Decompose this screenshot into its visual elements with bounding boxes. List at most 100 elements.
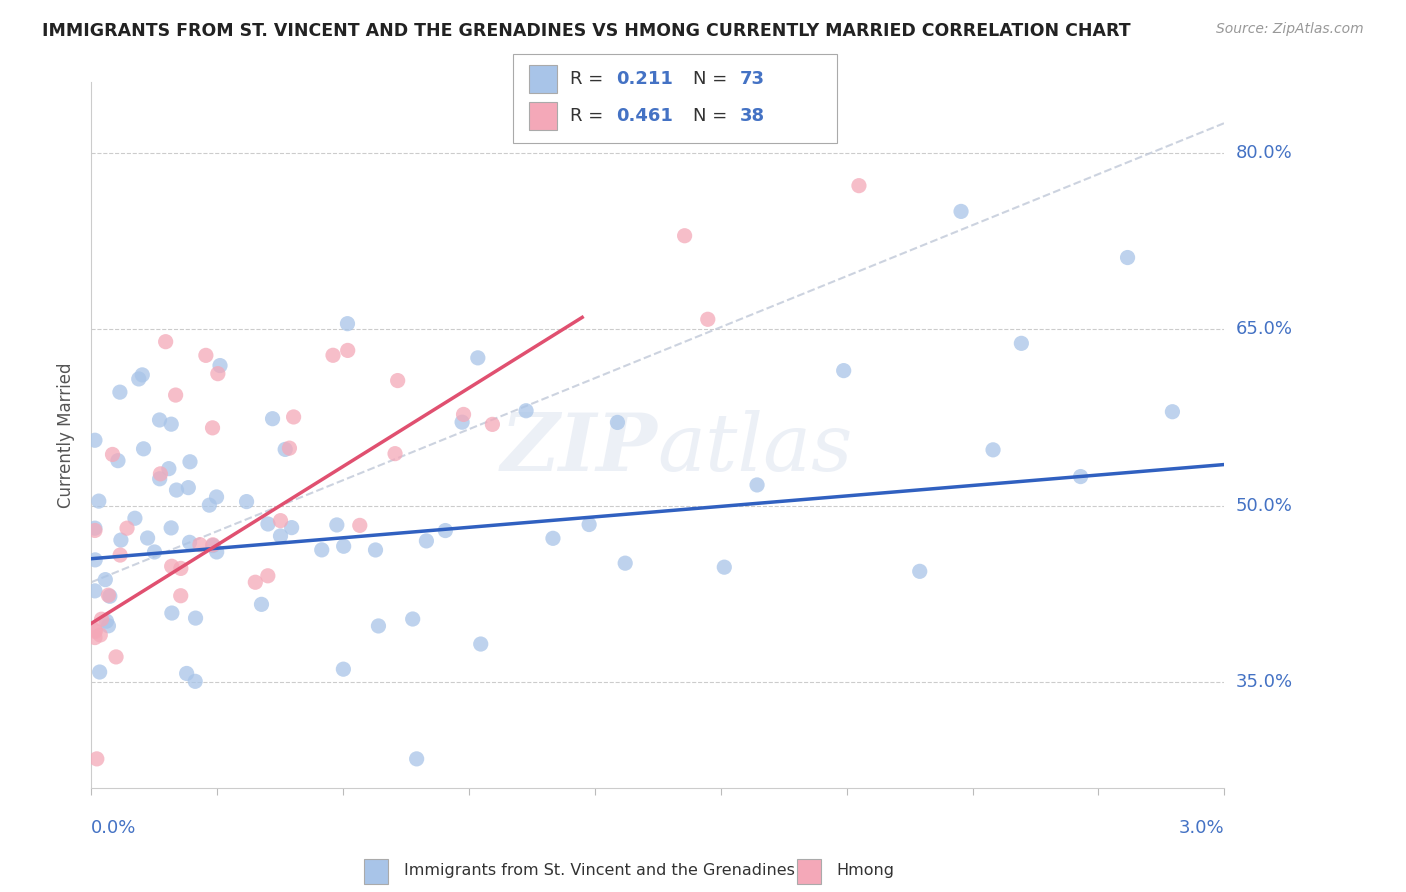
Point: [908, 565, 931, 579]
Point: [415, 533, 437, 548]
Text: 38: 38: [740, 107, 765, 125]
Text: Immigrants from St. Vincent and the Grenadines: Immigrants from St. Vincent and the Gren…: [404, 863, 794, 878]
Point: [115, 521, 138, 535]
Text: N =: N =: [693, 107, 734, 125]
Point: [160, 559, 183, 574]
Point: [84, 553, 107, 567]
Point: [84, 524, 107, 538]
Point: [453, 408, 475, 422]
Point: [283, 409, 305, 424]
Point: [713, 560, 735, 574]
Point: [481, 417, 503, 432]
Point: [107, 453, 129, 467]
Point: [84, 623, 107, 637]
Text: 3.0%: 3.0%: [1178, 819, 1225, 837]
Point: [201, 421, 224, 435]
Point: [89, 628, 111, 642]
Point: [98, 589, 121, 603]
Point: [1070, 469, 1092, 483]
Point: [160, 521, 183, 535]
Point: [87, 494, 110, 508]
Point: [176, 666, 198, 681]
Point: [84, 631, 107, 645]
Point: [84, 521, 107, 535]
Point: [205, 490, 228, 504]
Text: 0.211: 0.211: [616, 70, 673, 88]
Point: [160, 417, 183, 432]
Point: [124, 511, 146, 525]
Point: [155, 334, 177, 349]
Text: Hmong: Hmong: [837, 863, 894, 878]
Y-axis label: Currently Married: Currently Married: [58, 362, 75, 508]
Point: [848, 178, 870, 193]
Text: R =: R =: [569, 70, 609, 88]
FancyBboxPatch shape: [364, 859, 388, 884]
Point: [177, 481, 200, 495]
FancyBboxPatch shape: [797, 859, 821, 884]
Point: [205, 545, 228, 559]
Text: Source: ZipAtlas.com: Source: ZipAtlas.com: [1216, 22, 1364, 37]
Point: [387, 374, 409, 388]
Point: [128, 372, 150, 386]
Point: [166, 483, 188, 497]
Point: [179, 535, 201, 549]
Point: [673, 228, 696, 243]
Point: [614, 556, 637, 570]
Point: [108, 548, 131, 562]
Point: [322, 348, 344, 362]
Point: [270, 514, 292, 528]
Point: [336, 317, 359, 331]
Point: [90, 612, 112, 626]
Point: [606, 416, 628, 430]
Text: 65.0%: 65.0%: [1236, 320, 1292, 338]
Point: [149, 472, 172, 486]
Point: [332, 539, 354, 553]
Point: [94, 573, 117, 587]
Text: atlas: atlas: [658, 410, 853, 488]
Point: [131, 368, 153, 382]
Point: [208, 359, 231, 373]
Point: [194, 348, 217, 362]
Point: [257, 516, 280, 531]
Point: [157, 461, 180, 475]
FancyBboxPatch shape: [530, 65, 557, 94]
Point: [402, 612, 425, 626]
Text: N =: N =: [693, 70, 734, 88]
Point: [101, 447, 124, 461]
Point: [332, 662, 354, 676]
Point: [280, 521, 302, 535]
Point: [97, 588, 120, 602]
Point: [270, 529, 292, 543]
Point: [198, 498, 221, 512]
Point: [326, 517, 349, 532]
Point: [201, 538, 224, 552]
Point: [132, 442, 155, 456]
Point: [981, 442, 1004, 457]
Point: [148, 413, 170, 427]
Point: [84, 434, 107, 448]
Point: [541, 532, 564, 546]
Text: IMMIGRANTS FROM ST. VINCENT AND THE GRENADINES VS HMONG CURRENTLY MARRIED CORREL: IMMIGRANTS FROM ST. VINCENT AND THE GREN…: [42, 22, 1130, 40]
Point: [950, 204, 973, 219]
Point: [86, 752, 108, 766]
Point: [364, 543, 387, 558]
FancyBboxPatch shape: [530, 103, 557, 130]
Text: 73: 73: [740, 70, 765, 88]
Point: [184, 674, 207, 689]
Point: [170, 561, 193, 575]
Text: 50.0%: 50.0%: [1236, 497, 1292, 515]
Point: [149, 467, 172, 481]
Point: [96, 614, 118, 628]
Point: [384, 447, 406, 461]
Text: 80.0%: 80.0%: [1236, 144, 1292, 161]
Point: [250, 598, 273, 612]
Point: [451, 415, 474, 429]
Point: [470, 637, 492, 651]
Point: [405, 752, 427, 766]
Point: [97, 619, 120, 633]
Point: [349, 518, 371, 533]
Text: R =: R =: [569, 107, 609, 125]
Point: [262, 411, 284, 425]
Text: 0.461: 0.461: [616, 107, 673, 125]
Point: [184, 611, 207, 625]
